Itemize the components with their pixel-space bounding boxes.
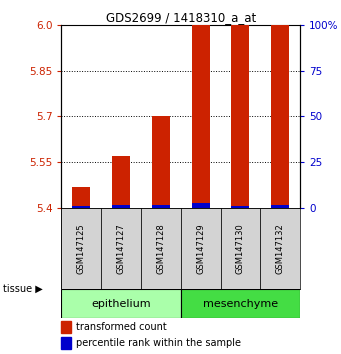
Text: GSM147132: GSM147132 — [276, 223, 285, 274]
Text: epithelium: epithelium — [91, 299, 151, 309]
Bar — [72, 187, 90, 208]
Bar — [152, 116, 170, 208]
Bar — [141, 208, 181, 290]
Text: GSM147127: GSM147127 — [117, 223, 125, 274]
Bar — [181, 208, 221, 290]
Text: GSM147130: GSM147130 — [236, 223, 245, 274]
Text: mesenchyme: mesenchyme — [203, 299, 278, 309]
Text: percentile rank within the sample: percentile rank within the sample — [76, 338, 241, 348]
Bar — [61, 290, 181, 318]
Bar — [192, 25, 210, 208]
Text: GSM147129: GSM147129 — [196, 223, 205, 274]
Bar — [112, 156, 130, 208]
Bar — [232, 25, 249, 208]
Text: tissue ▶: tissue ▶ — [3, 284, 43, 293]
Bar — [61, 337, 71, 349]
Title: GDS2699 / 1418310_a_at: GDS2699 / 1418310_a_at — [106, 11, 256, 24]
Bar — [152, 205, 170, 208]
Bar — [61, 321, 71, 332]
Bar — [101, 208, 141, 290]
Bar — [61, 208, 101, 290]
Text: transformed count: transformed count — [76, 322, 166, 332]
Text: GSM147128: GSM147128 — [156, 223, 165, 274]
Bar — [271, 205, 289, 208]
Bar — [112, 205, 130, 208]
Bar — [271, 25, 289, 208]
Bar — [192, 204, 210, 208]
Text: GSM147125: GSM147125 — [77, 223, 86, 274]
Bar — [221, 208, 260, 290]
Bar — [232, 206, 249, 208]
Bar — [260, 208, 300, 290]
Bar — [72, 206, 90, 208]
Bar — [181, 290, 300, 318]
